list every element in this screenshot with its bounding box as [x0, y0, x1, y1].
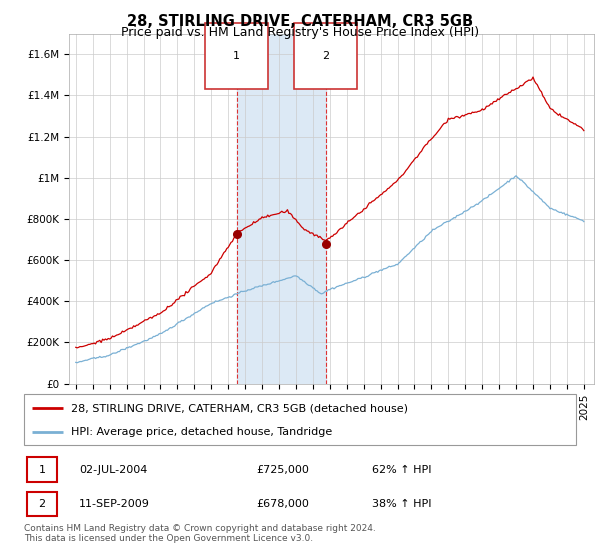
Text: 2: 2	[38, 499, 46, 509]
Text: 28, STIRLING DRIVE, CATERHAM, CR3 5GB: 28, STIRLING DRIVE, CATERHAM, CR3 5GB	[127, 14, 473, 29]
FancyBboxPatch shape	[27, 492, 57, 516]
Text: 1: 1	[38, 465, 46, 475]
Text: 38% ↑ HPI: 38% ↑ HPI	[372, 499, 431, 509]
Text: £678,000: £678,000	[256, 499, 309, 509]
Bar	[236, 34, 326, 384]
FancyBboxPatch shape	[27, 458, 57, 482]
Text: Price paid vs. HM Land Registry's House Price Index (HPI): Price paid vs. HM Land Registry's House …	[121, 26, 479, 39]
Text: 28, STIRLING DRIVE, CATERHAM, CR3 5GB (detached house): 28, STIRLING DRIVE, CATERHAM, CR3 5GB (d…	[71, 403, 408, 413]
Text: £725,000: £725,000	[256, 465, 309, 475]
Text: Contains HM Land Registry data © Crown copyright and database right 2024.
This d: Contains HM Land Registry data © Crown c…	[24, 524, 376, 543]
Text: 2: 2	[322, 51, 329, 61]
Text: 02-JUL-2004: 02-JUL-2004	[79, 465, 148, 475]
Text: HPI: Average price, detached house, Tandridge: HPI: Average price, detached house, Tand…	[71, 427, 332, 437]
Text: 62% ↑ HPI: 62% ↑ HPI	[372, 465, 431, 475]
Text: 11-SEP-2009: 11-SEP-2009	[79, 499, 150, 509]
Text: 1: 1	[233, 51, 240, 61]
FancyBboxPatch shape	[24, 394, 576, 445]
